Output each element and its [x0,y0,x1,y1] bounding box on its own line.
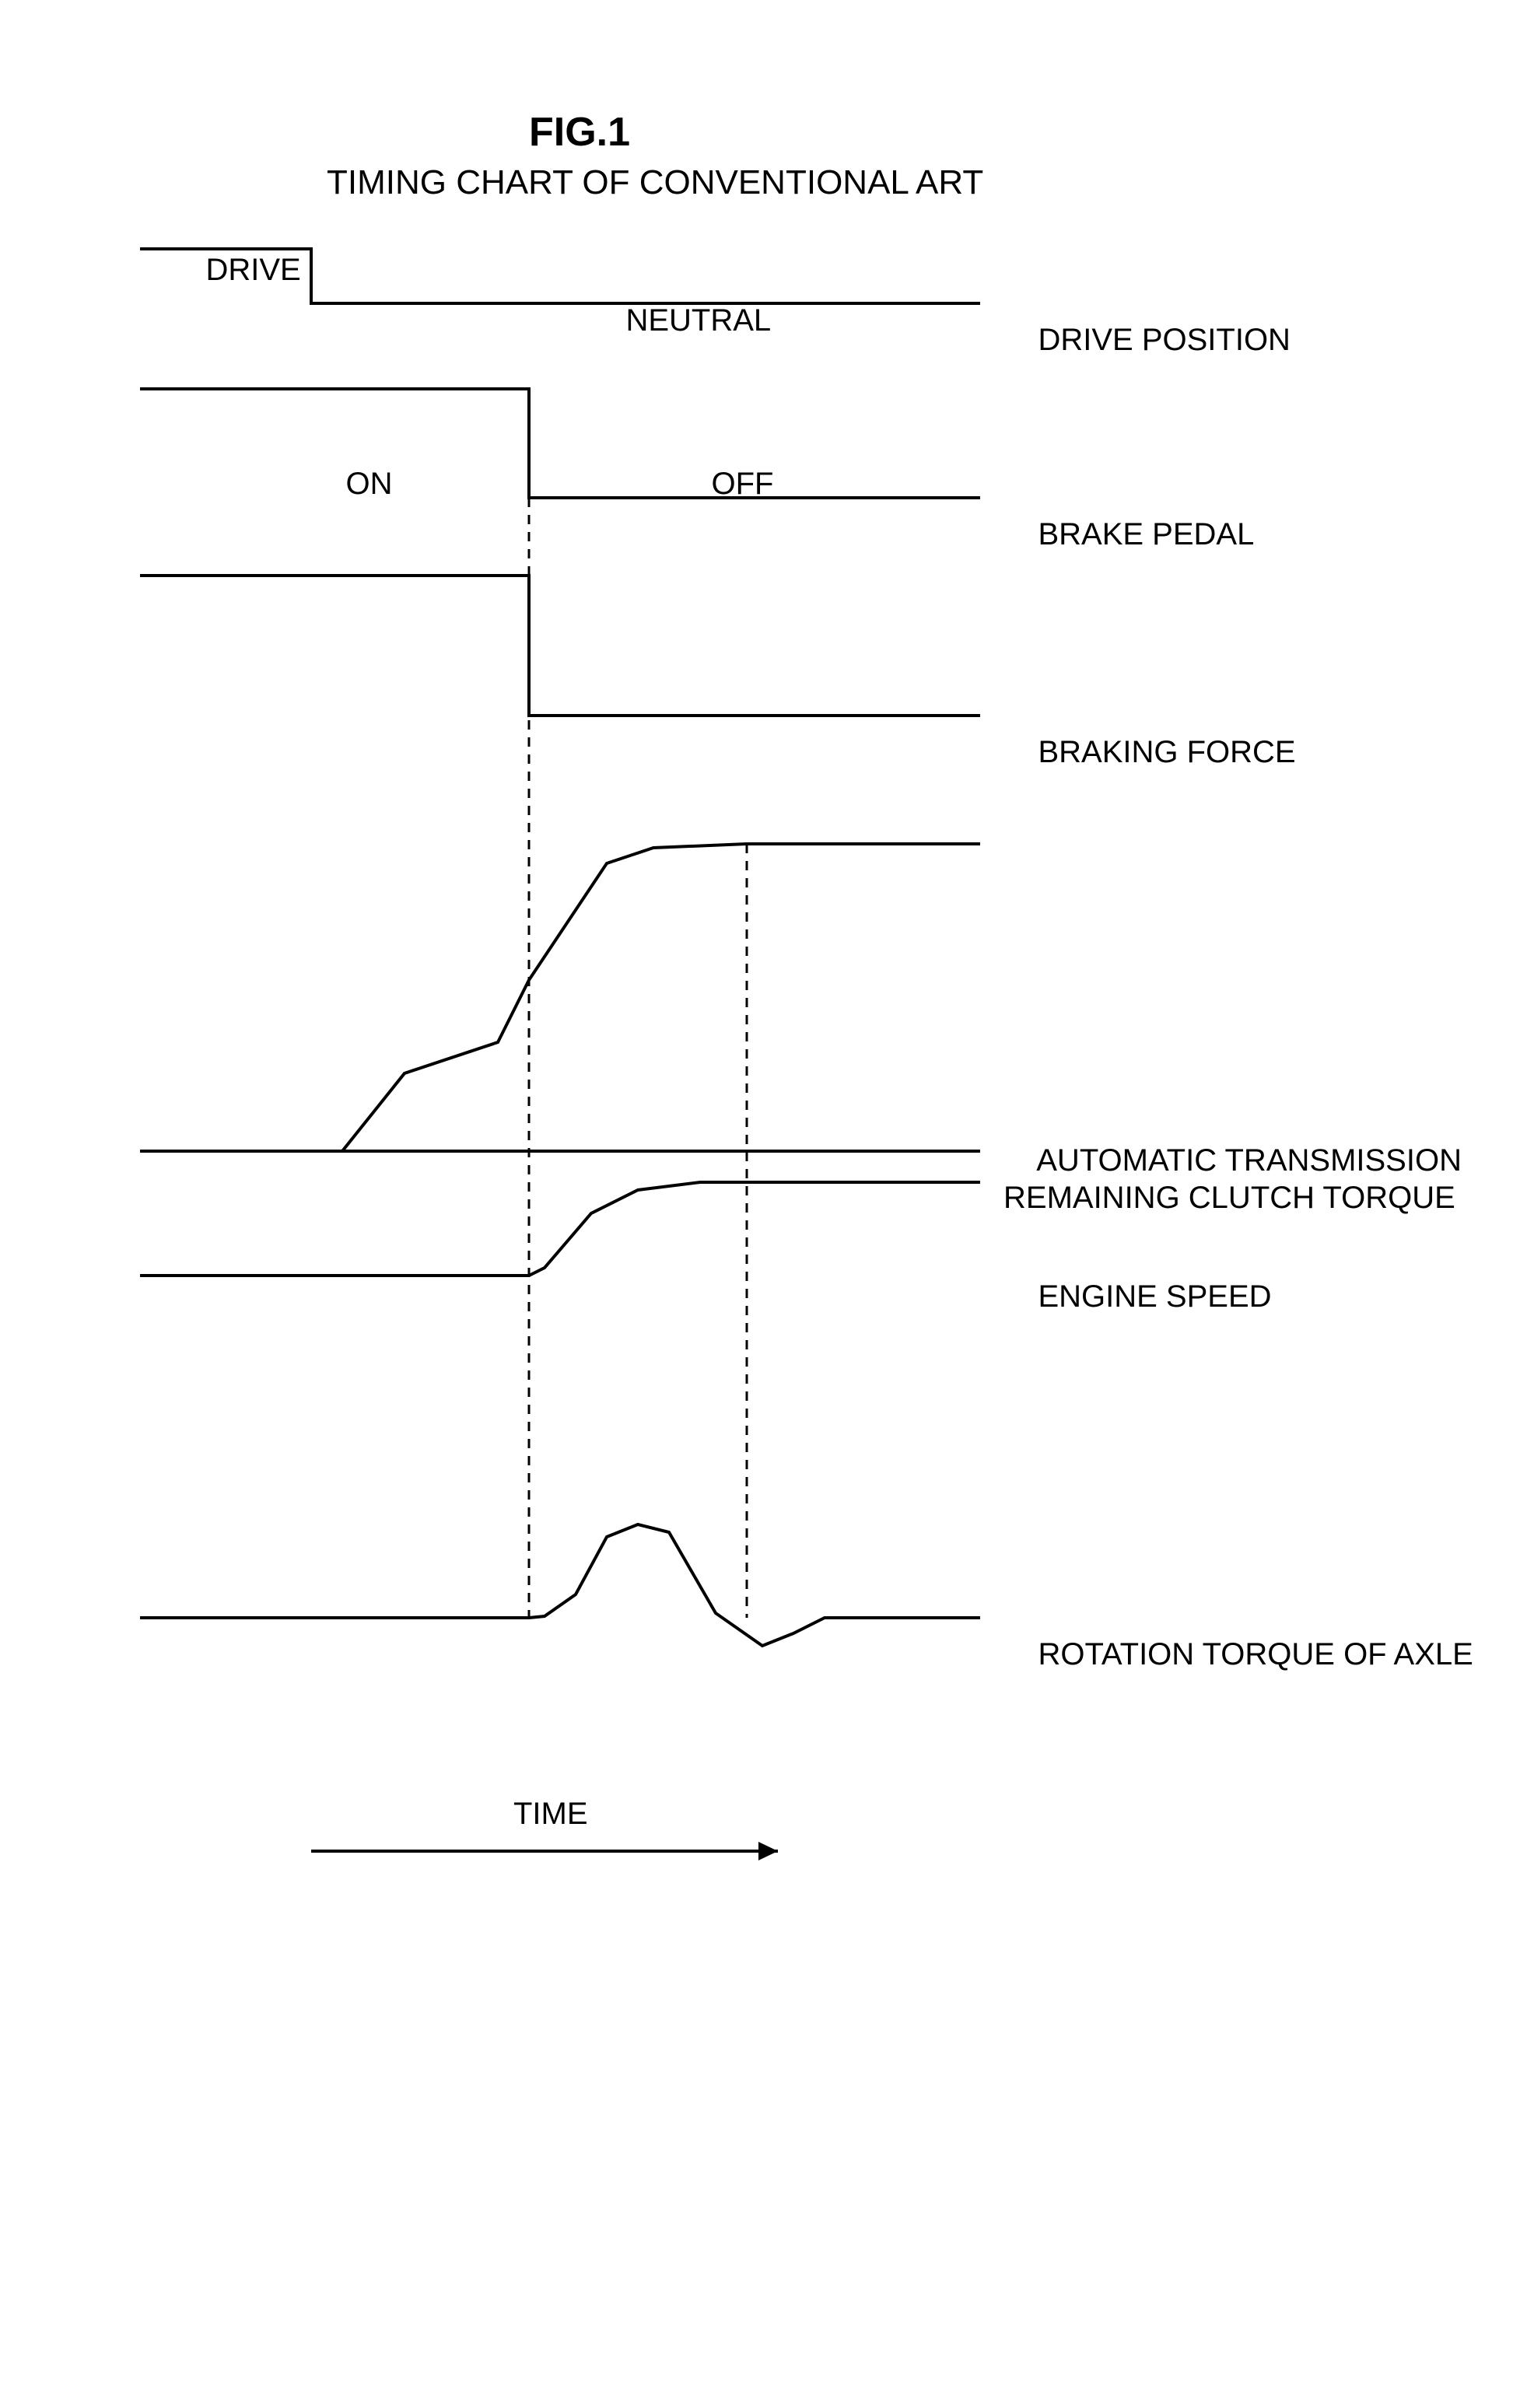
clutch-torque-line [140,844,980,1151]
braking-force-line [140,576,980,716]
time-label-text: TIME [513,1797,588,1831]
rotation-torque-trace [140,1524,980,1646]
time-label: TIME [513,1797,588,1832]
clutch-torque-label: AUTOMATIC TRANSMISSION REMAINING CLUTCH … [1003,1104,1462,1254]
brake-on-label: ON [311,432,392,537]
drive-position-label-text: DRIVE POSITION [1038,323,1291,357]
rotation-torque-line [140,1524,980,1646]
engine-speed-line [140,1182,980,1276]
engine-speed-label: ENGINE SPEED [1003,1244,1272,1349]
drive-state-label: DRIVE [171,218,301,323]
rotation-torque-label-text: ROTATION TORQUE OF AXLE [1038,1637,1473,1671]
braking-force-label-text: BRAKING FORCE [1038,735,1295,769]
engine-speed-label-text: ENGINE SPEED [1038,1279,1271,1314]
time-axis [311,1842,778,1860]
neutral-state-text: NEUTRAL [625,303,771,338]
clutch-torque-label-text: AUTOMATIC TRANSMISSION REMAINING CLUTCH … [1003,1143,1462,1215]
rotation-torque-label: ROTATION TORQUE OF AXLE [1003,1602,1473,1707]
brake-pedal-trace [140,389,980,498]
braking-force-label: BRAKING FORCE [1003,700,1296,805]
drive-state-text: DRIVE [205,253,300,287]
braking-force-trace [140,576,980,716]
engine-speed-trace [140,1182,980,1276]
drive-position-label: DRIVE POSITION [1003,288,1291,393]
neutral-state-label: NEUTRAL [591,268,771,373]
brake-off-text: OFF [711,467,773,501]
time-axis-arrowhead [758,1842,778,1860]
brake-pedal-label-text: BRAKE PEDAL [1038,517,1254,551]
clutch-torque-trace [140,844,980,1151]
brake-pedal-label: BRAKE PEDAL [1003,482,1254,587]
page: FIG.1 TIMING CHART OF CONVENTIONAL ART [0,0,1513,2408]
brake-off-label: OFF [677,432,773,537]
brake-on-text: ON [345,467,392,501]
brake-pedal-line [140,389,980,498]
vertical-reference-lines [529,498,747,1618]
